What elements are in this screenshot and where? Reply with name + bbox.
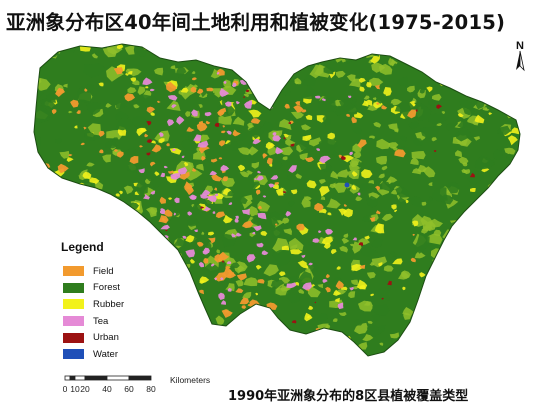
legend-label: Forest — [93, 282, 120, 294]
legend-label: Rubber — [93, 298, 125, 310]
legend-label: Tea — [93, 315, 109, 327]
legend-title: Legend — [61, 240, 104, 254]
legend-label: Field — [93, 265, 114, 277]
north-letter: N — [516, 40, 524, 52]
legend: Legend Field Forest Rubber Tea Urban Water — [58, 240, 168, 363]
scale-tick-label: 60 — [124, 384, 134, 394]
legend-swatch — [63, 299, 84, 310]
legend-item: Tea — [58, 313, 168, 330]
north-arrow-icon — [516, 50, 525, 72]
legend-label: Water — [93, 348, 118, 360]
legend-item: Urban — [58, 329, 168, 346]
legend-swatch — [63, 266, 84, 277]
legend-swatch — [63, 349, 84, 360]
scale-unit: Kilometers — [170, 375, 211, 385]
scale-tick-label: 40 — [102, 384, 112, 394]
scale-tick-label: 0 — [62, 384, 68, 394]
legend-item: Water — [58, 346, 168, 363]
legend-item: Forest — [58, 280, 168, 297]
legend-items: Field Forest Rubber Tea Urban Water — [58, 263, 168, 363]
map-title: 亚洲象分布区40年间土地利用和植被变化(1975-2015) — [6, 11, 506, 34]
scale-bar: Kilometers 0 10 20 40 60 80 — [60, 372, 230, 394]
legend-swatch — [63, 282, 84, 293]
scale-tick-label: 20 — [80, 384, 90, 394]
legend-item: Rubber — [58, 296, 168, 313]
map-caption: 1990年亚洲象分布的8区县植被覆盖类型 — [228, 389, 469, 404]
legend-label: Urban — [93, 332, 119, 344]
scale-tick-label: 10 — [70, 384, 80, 394]
legend-swatch — [63, 332, 84, 343]
scale-bar-graphic — [64, 375, 152, 381]
legend-item: Field — [58, 263, 168, 280]
legend-swatch — [63, 316, 84, 327]
scale-tick-label: 80 — [146, 384, 156, 394]
north-arrow: N — [506, 40, 534, 76]
